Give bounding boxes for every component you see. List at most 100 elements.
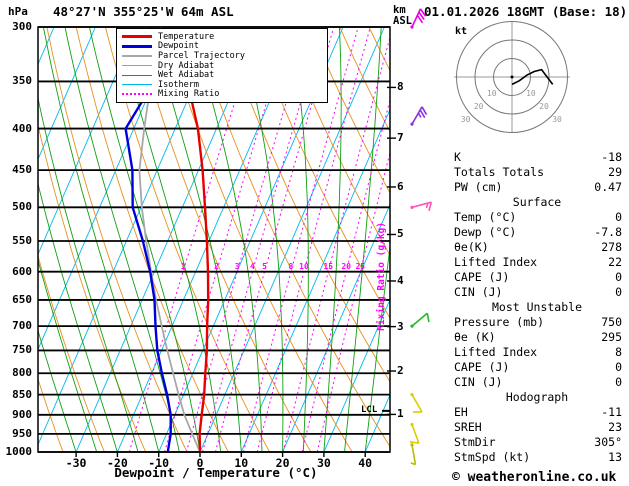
index-row: EH -11 [452,405,622,420]
datetime-label: 01.01.2026 18GMT (Base: 18) [424,4,628,19]
index-label: θe (K) [454,330,496,344]
index-value: 0 [615,270,622,284]
isotherm-line [199,27,385,452]
wind-barb-column [409,8,433,466]
legend-item: Mixing Ratio [122,89,322,100]
index-value: 305° [594,435,622,449]
wind-barb [410,312,430,328]
pressure-tick-label: 500 [12,200,32,214]
km-asl-label: 3 [397,319,404,333]
mixing-ratio-value-label: 1 [180,261,186,271]
legend: Temperature Dewpoint Parcel Trajectory Dry … [116,28,328,104]
pressure-tick-label: 350 [12,74,32,88]
pressure-tick-label: 600 [12,264,32,278]
mixing-ratio-value-label: 5 [262,261,267,271]
lcl-label: LCL [361,404,378,415]
index-label: θe(K) [454,240,489,254]
legend-swatch [122,35,152,39]
index-row: Lifted Index 22 [452,255,622,270]
legend-swatch [122,54,152,57]
km-asl-label: 8 [397,80,404,94]
index-label: EH [454,405,468,419]
legend-item: Parcel Trajectory [122,51,322,61]
legend-item: Dry Adiabat [122,61,322,71]
wind-barb [410,201,433,212]
km-asl-label: 7 [397,131,404,145]
pressure-tick-label: 800 [12,366,32,380]
index-value: 750 [601,315,622,329]
legend-item-label: Mixing Ratio [158,89,220,100]
isotherm-line [240,108,390,452]
hodograph-ring-label: 30 [552,115,562,125]
pressure-tick-label: 650 [12,292,32,306]
isotherm-line [282,203,390,452]
temperature-tick-label: -10 [148,456,170,470]
legend-item: Isotherm [122,80,322,90]
index-label: CAPE (J) [454,360,510,374]
pressure-tick-label: 1000 [5,445,33,458]
index-value: 0 [615,360,622,374]
hodograph-ring-label: 10 [486,89,497,99]
pressure-tick-label: 400 [12,121,32,135]
index-row: Totals Totals 29 [452,165,622,180]
isotherm-line [38,27,138,256]
altitude-unit-km: km [393,4,406,16]
index-value: 0 [615,375,622,389]
index-section-header: Most Unstable [491,300,582,314]
index-value: -7.8 [594,225,622,239]
km-asl-label: 1 [397,407,404,421]
index-label: CIN (J) [454,375,503,389]
legend-item: Wet Adiabat [122,70,322,80]
legend-item: Temperature [122,32,322,42]
index-value: -18 [601,150,622,164]
sounding-curves [124,27,210,452]
parcel-trajectory-curve [138,27,201,452]
legend-item-label: Dewpoint [158,41,199,52]
km-asl-label: 4 [397,273,404,287]
pressure-tick-label: 300 [12,20,32,33]
hodograph-origin [510,75,514,79]
index-row: SREH 23 [452,420,622,435]
mixing-ratio-line [242,27,359,452]
legend-swatch [122,65,152,67]
pressure-axis-unit: hPa [8,5,28,18]
legend-swatch [122,44,152,48]
legend-swatch [122,84,152,86]
mixing-ratio-value-label: 10 [299,261,309,271]
copyright: © weatheronline.co.uk [452,470,617,485]
hodograph-ring [493,58,531,96]
pressure-tick-label: 450 [12,163,32,177]
mixing-ratio-value-label: 25 [355,261,366,271]
index-value: 23 [608,420,622,434]
index-value: 29 [608,165,622,179]
index-value: 295 [601,330,622,344]
hodograph [454,21,570,133]
mixing-ratio-line [214,27,335,452]
index-row: CIN (J) 0 [452,285,622,300]
wind-barb [410,8,427,29]
dry-adiabat-line [309,27,390,194]
legend-item-label: Wet Adiabat [158,70,215,81]
index-section-header: Hodograph [505,390,569,404]
index-row: K -18 [452,150,622,165]
index-value: 13 [608,450,622,464]
mixing-ratio-value-label: 8 [288,261,294,271]
legend-item-label: Dry Adiabat [158,60,215,71]
plot-border [37,26,391,453]
index-label: Pressure (mb) [454,315,545,329]
wind-barb [410,106,428,126]
mixing-ratio-line [202,27,323,452]
index-row: StmSpd (kt) 13 [452,450,622,465]
wind-barb [410,443,417,466]
mixing-ratio-line [164,27,290,452]
hodograph-ring-label: 20 [539,102,549,112]
hodograph-unit-label: kt [455,26,468,37]
index-value: 8 [615,345,622,359]
index-value: 278 [601,240,622,254]
index-label: Temp (°C) [454,210,517,224]
mixing-ratio-value-label: 2 [214,261,219,271]
legend-item-label: Isotherm [158,79,199,90]
hodograph-ring [456,21,568,133]
